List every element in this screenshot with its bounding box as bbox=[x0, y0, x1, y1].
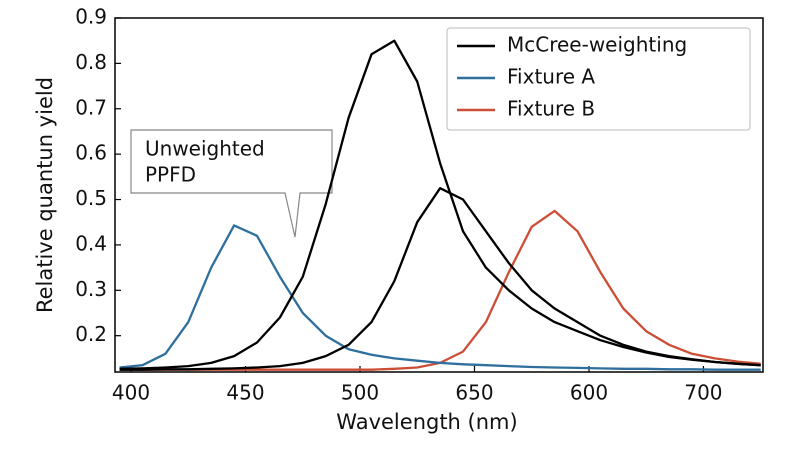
series-line bbox=[119, 224, 761, 371]
annotation: Unweighted bbox=[145, 137, 265, 161]
y-tick-label: 0.4 bbox=[75, 231, 107, 255]
y-tick-label: 0.9 bbox=[75, 5, 107, 29]
y-tick-label: 0.3 bbox=[75, 277, 107, 301]
series-line bbox=[119, 209, 761, 371]
legend-label: McCree-weighting bbox=[507, 33, 687, 57]
x-tick-label: 650 bbox=[455, 381, 493, 405]
legend-label: Fixture B bbox=[507, 97, 595, 121]
y-tick-label: 0.2 bbox=[75, 322, 107, 346]
x-tick-label: 450 bbox=[226, 381, 264, 405]
series-line bbox=[119, 39, 761, 370]
y-tick-label: 0.6 bbox=[75, 141, 107, 165]
y-tick-label: 0.7 bbox=[75, 95, 107, 119]
y-tick-label: 0.8 bbox=[75, 50, 107, 74]
x-tick-label: 600 bbox=[570, 381, 608, 405]
y-axis-label: Relative quantun yield bbox=[33, 77, 57, 313]
x-tick-label: 700 bbox=[684, 381, 722, 405]
legend-label: Fixture A bbox=[507, 65, 595, 89]
x-tick-label: 500 bbox=[341, 381, 379, 405]
plot-frame bbox=[114, 17, 764, 373]
y-tick-label: 0.5 bbox=[75, 186, 107, 210]
x-tick-label: 400 bbox=[112, 381, 150, 405]
callout bbox=[130, 129, 333, 238]
x-axis-label: Wavelength (nm) bbox=[336, 410, 517, 434]
annotation: PPFD bbox=[145, 163, 196, 187]
legend-box bbox=[446, 27, 751, 131]
